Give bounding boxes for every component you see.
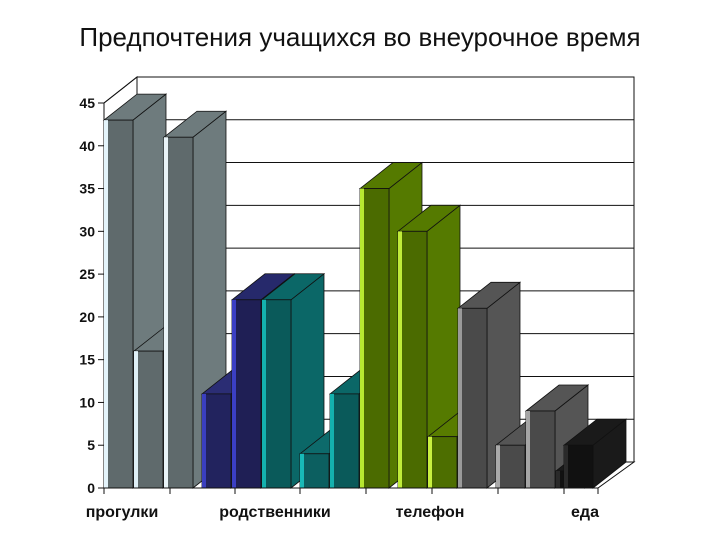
bar-highlight (360, 188, 364, 489)
y-axis: 0 5 10 15 20 25 30 35 40 45 (79, 95, 105, 496)
bar-highlight (164, 137, 168, 488)
y-tick-label: 35 (79, 181, 95, 197)
bar-front-face (427, 436, 458, 489)
bar-front-face (103, 119, 134, 489)
x-axis: прогулки родственники телефон еда (86, 487, 599, 521)
bar (396, 204, 462, 489)
bar-front-face (359, 188, 390, 489)
bar-highlight (496, 445, 500, 488)
bar-front-face (201, 393, 232, 489)
chart-title: Предпочтения учащихся во внеурочное врем… (79, 22, 641, 52)
bar (456, 281, 522, 489)
bar-highlight (428, 436, 432, 488)
y-tick-label: 30 (79, 223, 95, 239)
bar-front-face (133, 350, 164, 489)
y-tick-label: 10 (79, 394, 95, 410)
bar-front-face (329, 393, 360, 489)
y-tick-label: 5 (87, 437, 95, 453)
bar-highlight (526, 411, 530, 488)
bar-highlight (458, 308, 462, 488)
bar-highlight (232, 299, 236, 488)
y-tick-label: 15 (79, 352, 95, 368)
bar-highlight (564, 445, 568, 488)
bar (562, 418, 628, 489)
x-category-label: телефон (396, 504, 465, 521)
bar (260, 272, 326, 489)
bar-highlight (330, 393, 334, 488)
bar-highlight (134, 351, 138, 488)
y-tick-label: 25 (79, 266, 95, 282)
y-tick-label: 45 (79, 95, 95, 111)
bar-highlight (300, 453, 304, 488)
bar-front-face (231, 299, 262, 489)
y-tick-label: 0 (87, 480, 95, 496)
bar-highlight (398, 231, 402, 489)
x-category-label: родственники (219, 504, 331, 521)
gridline-side (103, 76, 138, 104)
bar-front-face (397, 230, 428, 489)
bar-front-face (261, 299, 292, 489)
bar-highlight (104, 120, 108, 488)
bar-front-face (457, 307, 488, 489)
bar-front-face (163, 136, 194, 489)
y-tick-label: 20 (79, 309, 95, 325)
bar-front-face (563, 444, 594, 489)
x-category-label: прогулки (86, 504, 159, 521)
bar-highlight (202, 393, 206, 488)
bar-front-face (299, 453, 330, 489)
bar-front-face (525, 410, 556, 489)
bar-highlight (262, 299, 266, 488)
bar-highlight (556, 470, 560, 488)
bar-front-face (495, 444, 526, 489)
x-category-label: еда (571, 504, 599, 521)
bars-layer (102, 93, 628, 489)
y-tick-label: 40 (79, 138, 95, 154)
